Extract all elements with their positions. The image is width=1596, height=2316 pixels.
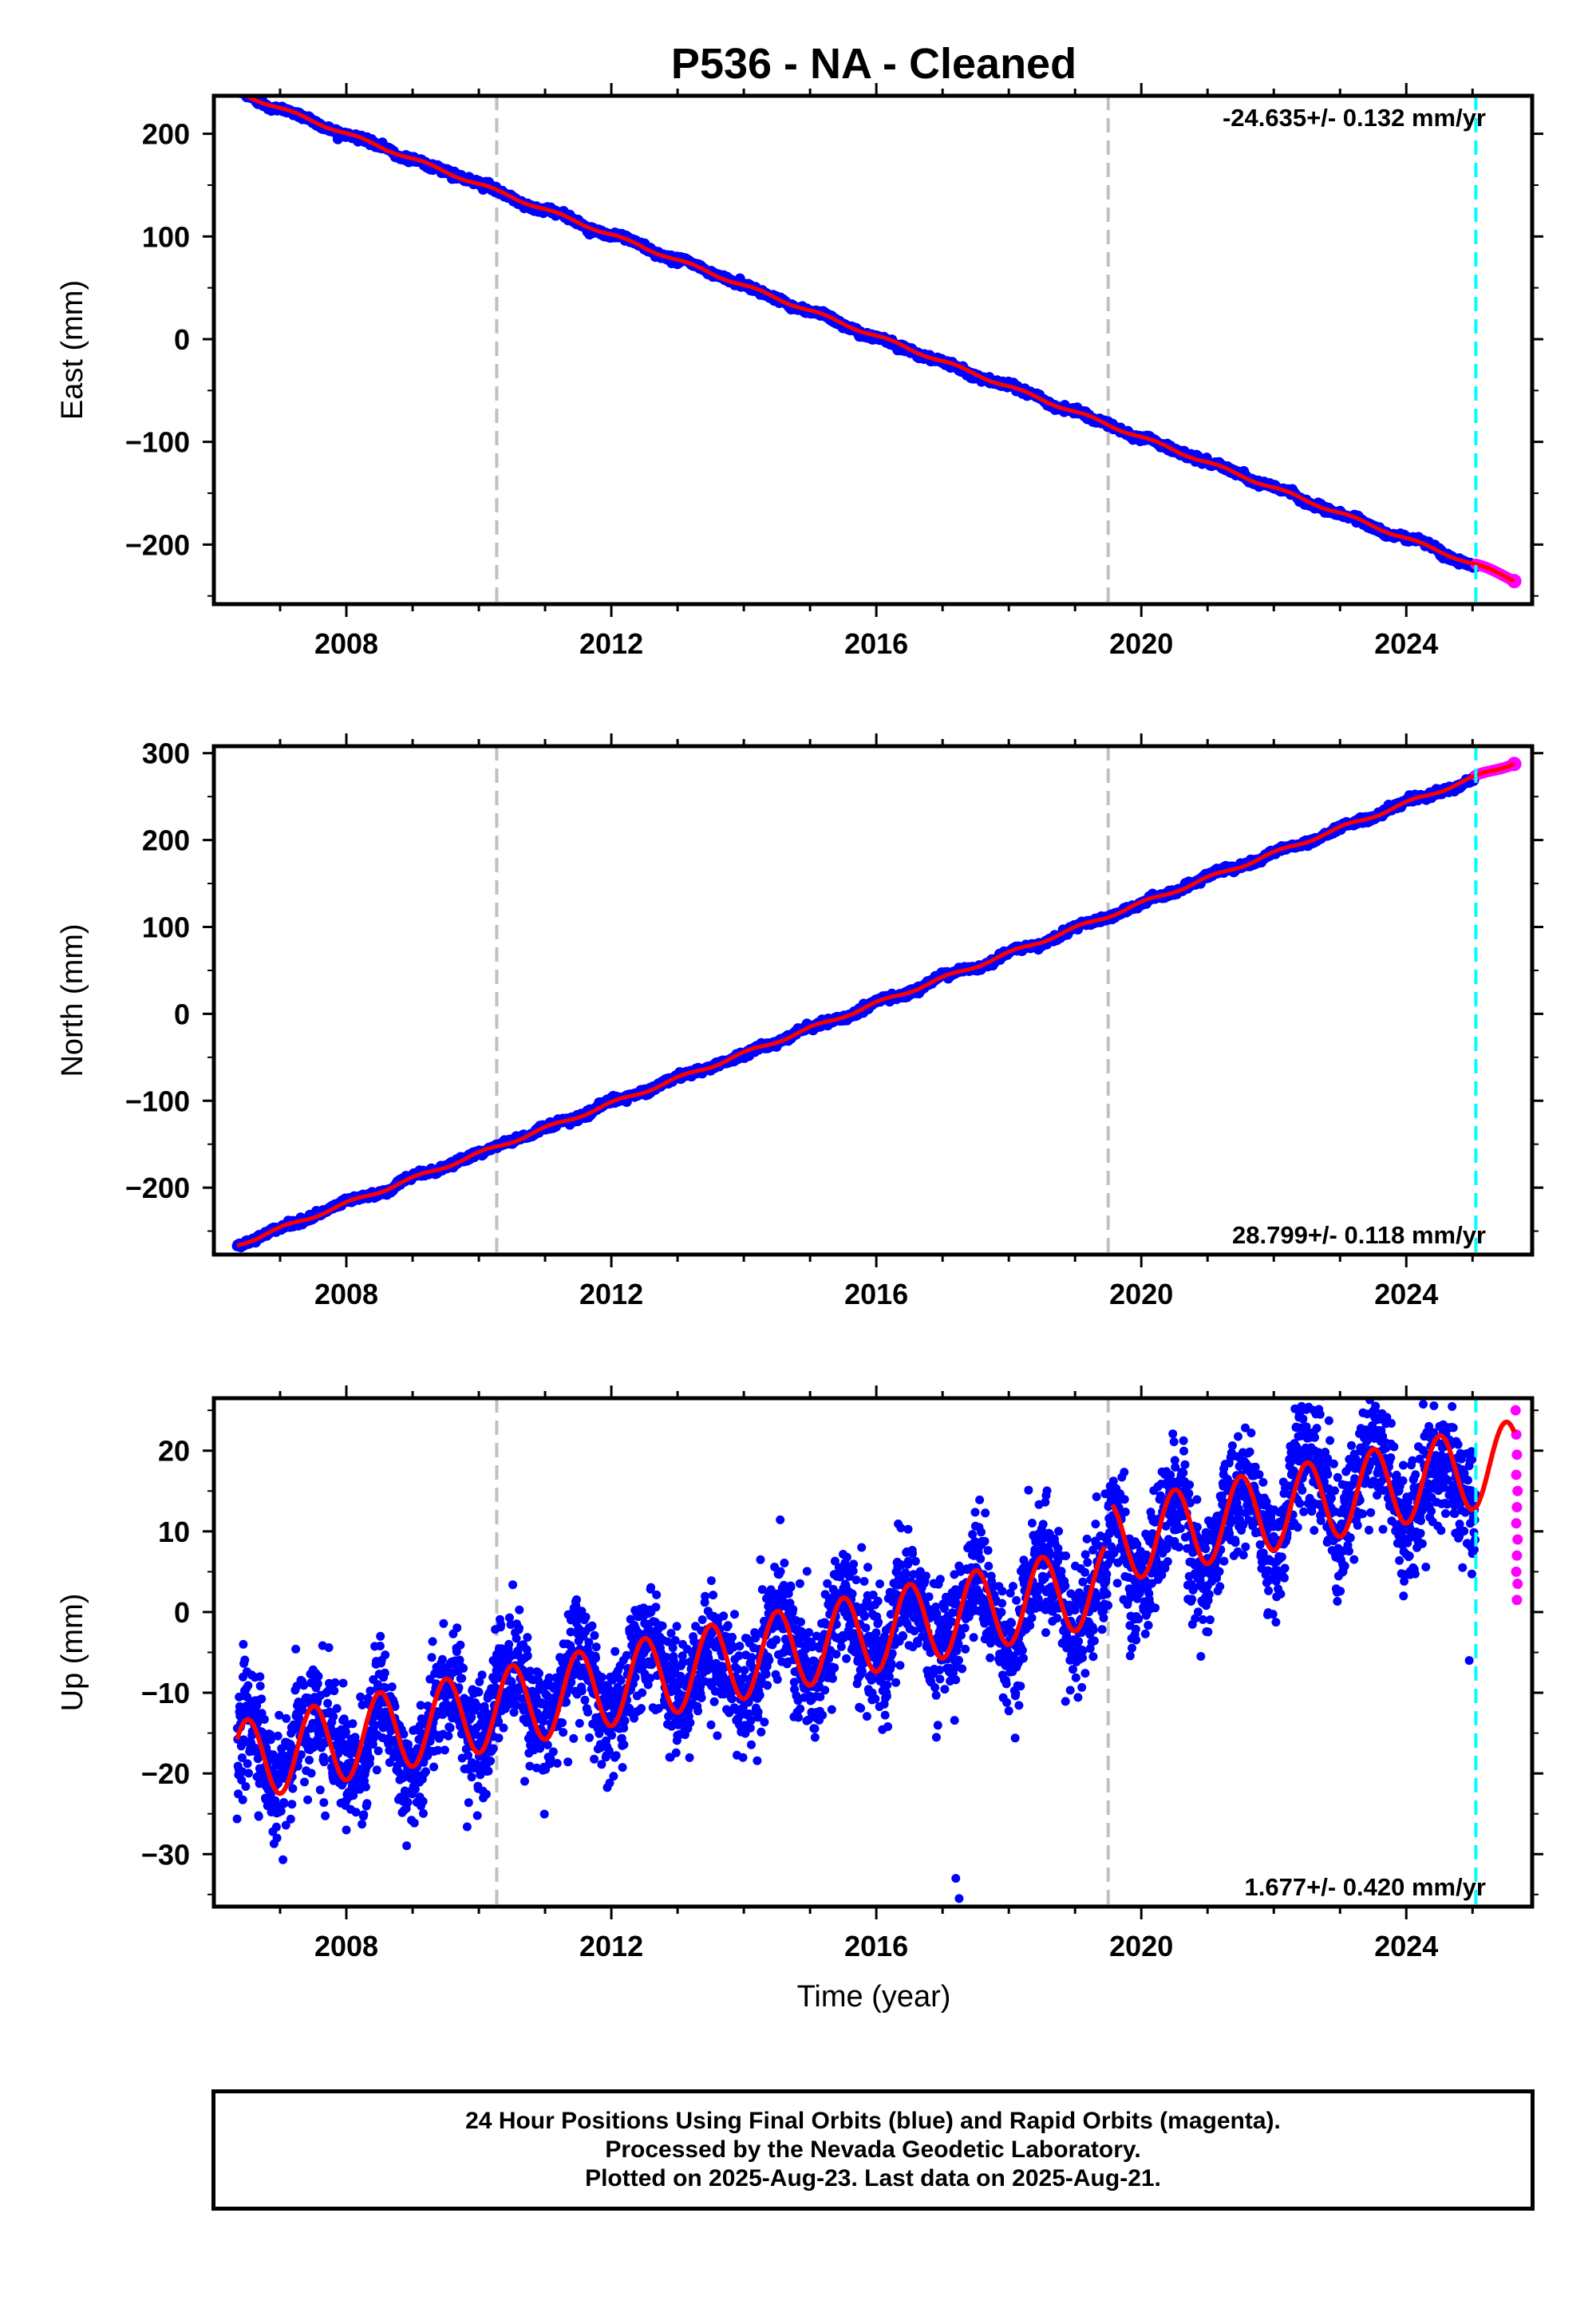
x-tick-label: 2008 xyxy=(314,627,378,660)
final-orbit-point xyxy=(315,1785,325,1795)
final-orbit-point xyxy=(243,1759,252,1769)
final-orbit-point xyxy=(234,1789,243,1799)
final-orbit-point xyxy=(237,1753,247,1762)
final-orbit-point xyxy=(244,1769,254,1778)
final-orbit-point xyxy=(288,1784,298,1793)
x-tick-label: 2012 xyxy=(579,1278,643,1310)
final-orbit-point xyxy=(240,1655,250,1665)
final-orbit-point xyxy=(276,1806,286,1816)
x-tick-label: 2020 xyxy=(1109,627,1173,660)
final-orbit-point xyxy=(272,1833,282,1843)
x-tick-label: 2020 xyxy=(1109,1278,1173,1310)
y-axis-title: North (mm) xyxy=(56,923,89,1077)
final-orbit-point xyxy=(271,1822,281,1832)
plot-frame xyxy=(211,744,1535,1257)
final-orbit-point xyxy=(232,1814,242,1824)
x-tick-label: 2016 xyxy=(844,1278,908,1310)
final-orbit-point xyxy=(234,84,244,94)
rate-label: -24.635+/- 0.132 mm/yr xyxy=(1223,104,1486,132)
final-orbit-point xyxy=(257,1694,267,1704)
x-tick-label: 2008 xyxy=(314,1278,378,1310)
y-tick-label: −200 xyxy=(125,528,190,561)
final-orbit-point xyxy=(255,1682,265,1691)
final-orbit-point xyxy=(286,1814,295,1824)
y-tick-label: −200 xyxy=(125,1172,190,1204)
final-orbit-point xyxy=(273,1731,282,1741)
y-tick-label: 200 xyxy=(142,118,190,151)
x-tick-label: 2024 xyxy=(1374,1278,1438,1310)
y-tick-label: 300 xyxy=(142,737,190,770)
x-tick-label: 2012 xyxy=(579,627,643,660)
model-fit-line xyxy=(236,762,1515,1247)
final-orbit-point xyxy=(241,1782,251,1791)
final-orbit-point xyxy=(321,1811,330,1820)
final-orbit-point xyxy=(330,1678,340,1687)
y-tick-label: 100 xyxy=(142,220,190,253)
final-orbit-point xyxy=(303,1795,313,1804)
final-orbit-point xyxy=(243,1681,253,1690)
y-tick-label: −100 xyxy=(125,426,190,459)
final-orbit-point xyxy=(239,1639,248,1649)
panels: 2008 2012 2016 2020 2024 200 100 0 −100 −200 East … xyxy=(56,83,1543,1962)
final-orbit-point xyxy=(254,1812,263,1821)
panel-north: 2008 2012 2016 2020 2024 300 200 100 0 −100 −200 No… xyxy=(56,733,1543,1310)
final-orbit-point xyxy=(319,1757,329,1767)
final-orbit-point xyxy=(329,1712,338,1721)
final-orbit-point xyxy=(314,1671,323,1681)
y-axis-title: East (mm) xyxy=(56,280,89,420)
plot-frame xyxy=(211,93,1535,607)
final-orbit-point xyxy=(279,1799,289,1808)
x-tick-label: 2016 xyxy=(844,627,908,660)
model-fit-line xyxy=(242,96,1515,583)
final-orbit-point xyxy=(255,1672,265,1682)
y-tick-label: 0 xyxy=(174,323,190,356)
final-orbit-point xyxy=(319,1798,329,1808)
final-orbit-point xyxy=(291,1644,301,1654)
y-tick-label: −100 xyxy=(125,1085,190,1117)
panel-east: 2008 2012 2016 2020 2024 200 100 0 −100 −200 East … xyxy=(56,83,1543,660)
final-orbit-point xyxy=(287,1800,297,1809)
rate-label: 28.799+/- 0.118 mm/yr xyxy=(1232,1221,1486,1249)
y-tick-label: 100 xyxy=(142,911,190,943)
y-tick-label: 0 xyxy=(174,998,190,1030)
final-orbit-point xyxy=(305,1756,314,1765)
final-orbit-point xyxy=(306,1769,316,1778)
final-orbit-point xyxy=(324,1643,334,1652)
final-orbit-point xyxy=(282,1713,291,1723)
final-orbit-point xyxy=(238,1795,247,1804)
final-orbit-point xyxy=(279,1855,288,1864)
final-orbit-point xyxy=(236,85,247,95)
y-tick-label: 200 xyxy=(142,824,190,857)
final-orbit-point xyxy=(300,1777,309,1787)
final-orbit-point xyxy=(323,1698,333,1708)
final-orbit-point xyxy=(330,1686,339,1696)
figure-title: P536 - NA - Cleaned xyxy=(671,40,1077,88)
final-orbit-point xyxy=(259,1715,269,1724)
x-tick-label: 2024 xyxy=(1374,627,1438,660)
final-orbit-point xyxy=(237,1776,247,1784)
final-orbit-point xyxy=(332,1704,342,1713)
